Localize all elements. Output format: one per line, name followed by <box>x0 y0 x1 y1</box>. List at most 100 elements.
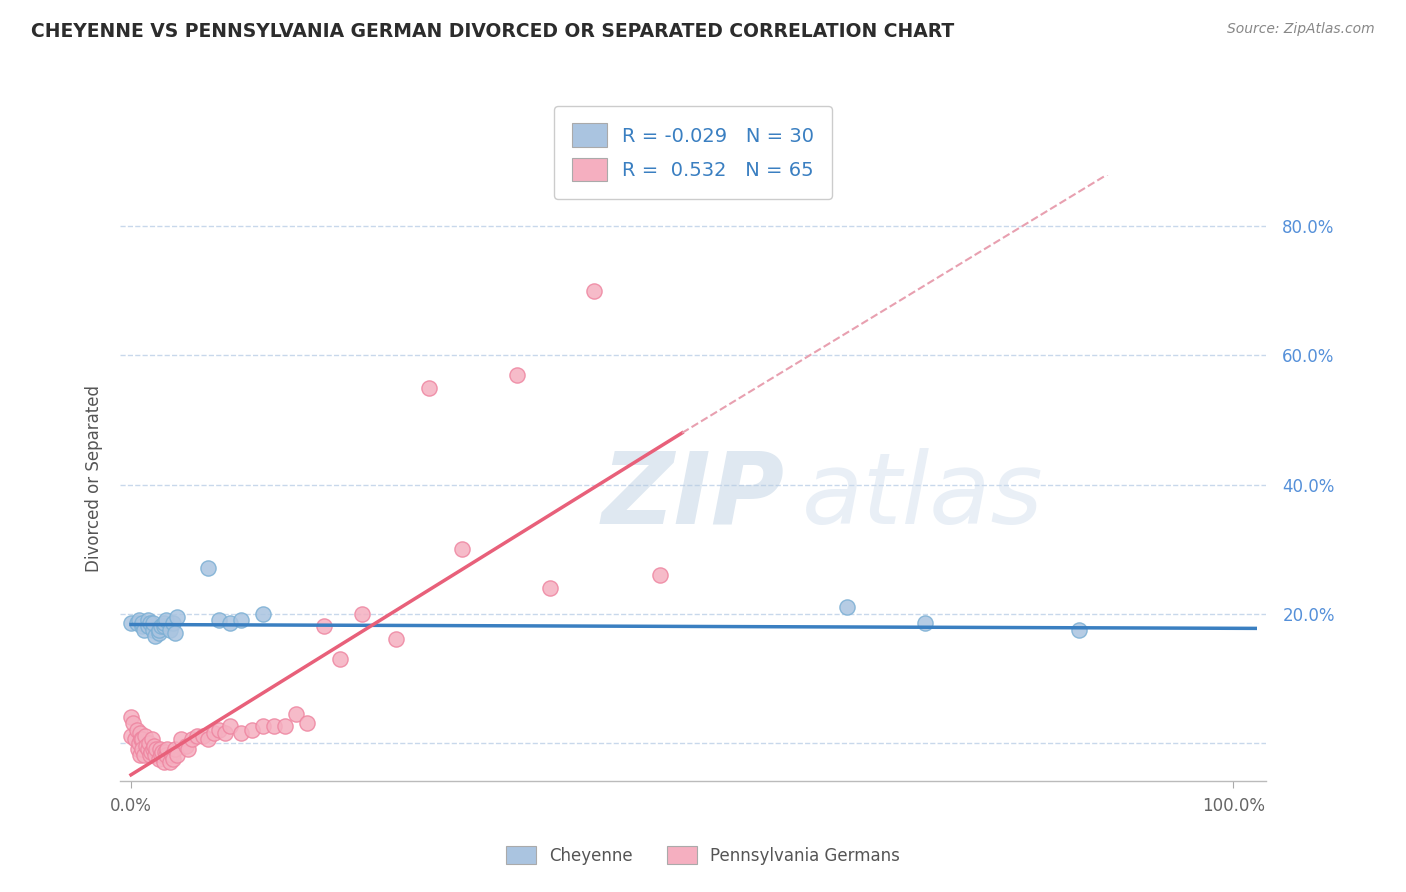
Point <box>134 623 156 637</box>
Point <box>138 616 160 631</box>
Point <box>240 723 263 737</box>
Point <box>159 755 181 769</box>
Point <box>143 748 166 763</box>
Point <box>125 723 148 737</box>
Point <box>914 616 936 631</box>
Point <box>582 284 605 298</box>
Point <box>141 732 163 747</box>
Point <box>174 739 197 753</box>
Point <box>166 748 188 763</box>
Point <box>148 623 170 637</box>
Point <box>219 719 242 733</box>
Point <box>197 561 219 575</box>
Text: Source: ZipAtlas.com: Source: ZipAtlas.com <box>1227 22 1375 37</box>
Point <box>197 732 219 747</box>
Point <box>418 381 440 395</box>
Point <box>648 567 671 582</box>
Point <box>142 616 165 631</box>
Point <box>506 368 529 382</box>
Point <box>165 626 187 640</box>
Point <box>162 752 184 766</box>
Point <box>120 616 142 631</box>
Point <box>131 742 153 756</box>
Text: ZIP: ZIP <box>602 448 785 545</box>
Point <box>252 607 274 621</box>
Point <box>131 732 153 747</box>
Legend: Cheyenne, Pennsylvania Germans: Cheyenne, Pennsylvania Germans <box>498 838 908 873</box>
Point <box>252 719 274 733</box>
Point <box>384 632 406 647</box>
Point <box>352 607 374 621</box>
Point <box>155 748 177 763</box>
Point <box>142 623 165 637</box>
Point <box>156 742 179 756</box>
Point <box>136 742 159 756</box>
Point <box>131 619 153 633</box>
Point <box>837 600 859 615</box>
Point <box>191 729 214 743</box>
Point <box>274 719 297 733</box>
Point <box>312 619 335 633</box>
Point <box>128 735 150 749</box>
Text: atlas: atlas <box>801 448 1043 545</box>
Legend: R = -0.029   N = 30, R =  0.532   N = 65: R = -0.029 N = 30, R = 0.532 N = 65 <box>554 106 832 199</box>
Point <box>263 719 285 733</box>
Point <box>231 613 253 627</box>
Point <box>149 619 172 633</box>
Point <box>208 723 231 737</box>
Point <box>124 732 146 747</box>
Point <box>139 745 162 759</box>
Point <box>153 745 176 759</box>
Point <box>285 706 308 721</box>
Point <box>297 716 319 731</box>
Point <box>162 616 184 631</box>
Point <box>129 732 152 747</box>
Point <box>138 748 160 763</box>
Point <box>125 616 148 631</box>
Point <box>160 748 183 763</box>
Point <box>134 748 156 763</box>
Point <box>120 710 142 724</box>
Point <box>145 742 167 756</box>
Point <box>138 735 160 749</box>
Point <box>122 716 145 731</box>
Point <box>166 609 188 624</box>
Point <box>155 613 177 627</box>
Point <box>131 616 153 631</box>
Y-axis label: Divorced or Separated: Divorced or Separated <box>86 384 103 572</box>
Point <box>120 729 142 743</box>
Point <box>159 623 181 637</box>
Point <box>148 626 170 640</box>
Point <box>169 732 191 747</box>
Point <box>135 739 157 753</box>
Point <box>214 726 236 740</box>
Point <box>231 726 253 740</box>
Point <box>128 613 150 627</box>
Point <box>219 616 242 631</box>
Point <box>329 651 352 665</box>
Point <box>128 748 150 763</box>
Point <box>153 755 176 769</box>
Point <box>165 742 187 756</box>
Text: CHEYENNE VS PENNSYLVANIA GERMAN DIVORCED OR SEPARATED CORRELATION CHART: CHEYENNE VS PENNSYLVANIA GERMAN DIVORCED… <box>31 22 955 41</box>
Point <box>143 739 166 753</box>
Point <box>134 729 156 743</box>
Point <box>128 726 150 740</box>
Point <box>149 742 172 756</box>
Point <box>177 742 200 756</box>
Point <box>180 732 202 747</box>
Point <box>208 613 231 627</box>
Point <box>450 542 472 557</box>
Point <box>150 745 173 759</box>
Point <box>1067 623 1090 637</box>
Point <box>153 619 176 633</box>
Point <box>127 742 149 756</box>
Point <box>538 581 561 595</box>
Point <box>186 729 208 743</box>
Point <box>148 752 170 766</box>
Point <box>142 742 165 756</box>
Point <box>143 629 166 643</box>
Point <box>136 613 159 627</box>
Point <box>136 619 159 633</box>
Point <box>202 726 225 740</box>
